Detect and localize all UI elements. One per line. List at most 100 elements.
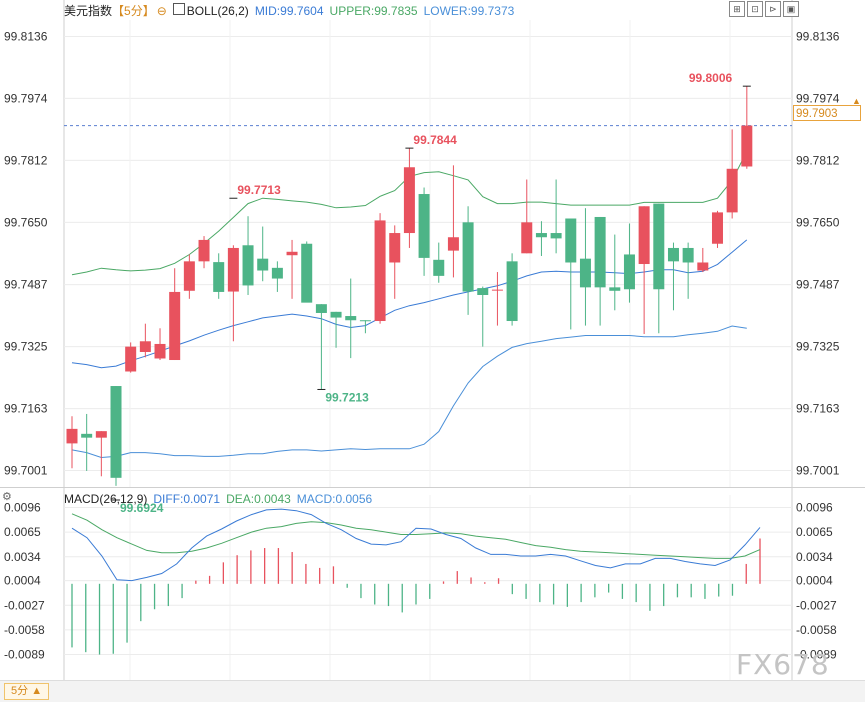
macd-header: MACD(26,12,9) DIFF:0.0071 DEA:0.0043 MACD:0… xyxy=(64,492,378,506)
price-tick-right: 99.7487 xyxy=(796,278,840,292)
candle-body xyxy=(95,431,107,438)
candle xyxy=(66,416,78,469)
candle-body xyxy=(213,262,225,292)
candle xyxy=(653,203,665,334)
price-marker-icon: ▲ xyxy=(852,96,861,106)
candle xyxy=(374,213,386,324)
price-tick-left: 99.7163 xyxy=(4,402,48,416)
candle-body xyxy=(125,346,137,372)
candle-body xyxy=(609,287,621,291)
macd-tick-right: 0.0096 xyxy=(796,500,833,514)
macd-diff-value: DIFF:0.0071 xyxy=(153,492,221,506)
candle xyxy=(535,221,547,256)
period-tag: 【5分】 xyxy=(112,4,155,18)
price-tick-right: 99.7163 xyxy=(796,402,840,416)
candle-body xyxy=(81,433,93,438)
candle xyxy=(315,304,327,390)
macd-tick-left: 0.0034 xyxy=(4,550,41,564)
indicator-menu-icon[interactable] xyxy=(172,3,185,15)
symbol-name: 美元指数 xyxy=(64,4,113,18)
candle-body xyxy=(491,289,503,291)
candle xyxy=(403,148,415,248)
period-label: 5分 xyxy=(11,685,29,697)
caret-up-icon: ▲ xyxy=(31,685,43,697)
candle xyxy=(462,206,474,315)
candle xyxy=(271,261,283,292)
candle xyxy=(609,234,621,311)
candle xyxy=(506,253,518,326)
candle xyxy=(154,328,166,361)
candle-body xyxy=(579,258,591,288)
main-chart-header: 美元指数【5分】 ⊖ BOLL(26,2) MID:99.7604 UPPER:99.7… xyxy=(64,2,520,19)
candle-body xyxy=(653,203,665,290)
macd-tick-right: -0.0027 xyxy=(796,598,837,612)
candle-body xyxy=(565,218,577,263)
candle-body xyxy=(271,267,283,279)
candle xyxy=(213,253,225,299)
candle xyxy=(711,210,723,248)
price-tick-left: 99.8136 xyxy=(4,29,48,43)
candle-body xyxy=(301,243,313,303)
macd-settings-icon[interactable]: ⚙ xyxy=(2,491,12,503)
candle xyxy=(286,239,298,299)
macd-tick-left: -0.0058 xyxy=(4,623,45,637)
extreme-label: 99.8006 xyxy=(689,71,733,85)
boll-lower-line xyxy=(71,325,747,459)
candle xyxy=(242,216,254,295)
candle-body xyxy=(477,288,489,295)
candle-body xyxy=(330,311,342,318)
candle xyxy=(697,247,709,273)
candle-body xyxy=(623,254,635,290)
boll-lines xyxy=(64,125,792,459)
candle xyxy=(521,179,533,254)
fullscreen-icon[interactable]: ▣ xyxy=(783,1,799,17)
candle xyxy=(741,86,753,169)
candle-body xyxy=(315,304,327,313)
candle xyxy=(359,320,371,334)
candle-body xyxy=(418,194,430,258)
macd-panel xyxy=(71,508,761,655)
candle xyxy=(95,431,107,477)
candle xyxy=(623,223,635,303)
period-selector[interactable]: 5分 ▲ xyxy=(4,683,50,700)
macd-dea-value: DEA:0.0043 xyxy=(226,492,291,506)
candle xyxy=(682,242,694,299)
candle-body xyxy=(110,386,122,478)
candle xyxy=(110,386,122,486)
candle-body xyxy=(506,261,518,322)
price-tick-right: 99.7812 xyxy=(796,153,840,167)
candle xyxy=(125,342,137,373)
zoom-icon[interactable]: ⊡ xyxy=(747,1,763,17)
candle xyxy=(198,236,210,269)
candle xyxy=(447,165,459,278)
candle-body xyxy=(462,222,474,292)
price-tick-left: 99.7487 xyxy=(4,278,48,292)
candle xyxy=(183,254,195,299)
candle-body xyxy=(227,247,239,292)
candle-body xyxy=(447,237,459,251)
current-price-label: 99.7903 xyxy=(793,105,861,121)
candle-body xyxy=(345,316,357,321)
candle-body xyxy=(682,247,694,263)
candle xyxy=(345,278,357,359)
expand-icon[interactable]: ⊳ xyxy=(765,1,781,17)
macd-tick-right: 0.0034 xyxy=(796,550,833,564)
macd-name[interactable]: MACD(26,12,9) xyxy=(64,492,148,506)
indicator-name[interactable]: BOLL(26,2) xyxy=(186,4,249,18)
settings-icon[interactable]: ⊖ xyxy=(156,4,167,18)
candle-body xyxy=(667,247,679,262)
grid xyxy=(0,0,865,680)
extreme-label: 99.7713 xyxy=(237,183,281,197)
crosshair-icon[interactable]: ⊞ xyxy=(729,1,745,17)
macd-tick-right: 0.0065 xyxy=(796,525,833,539)
candle xyxy=(491,272,503,326)
extreme-label: 99.7844 xyxy=(413,133,457,147)
price-tick-left: 99.7812 xyxy=(4,153,48,167)
candle-body xyxy=(726,168,738,213)
macd-hist-value: MACD:0.0056 xyxy=(296,492,373,506)
chart-toolbar: ⊞ ⊡ ⊳ ▣ xyxy=(729,1,799,17)
candle-body xyxy=(594,216,606,288)
macd-tick-left: 0.0065 xyxy=(4,525,41,539)
candle xyxy=(139,323,151,358)
